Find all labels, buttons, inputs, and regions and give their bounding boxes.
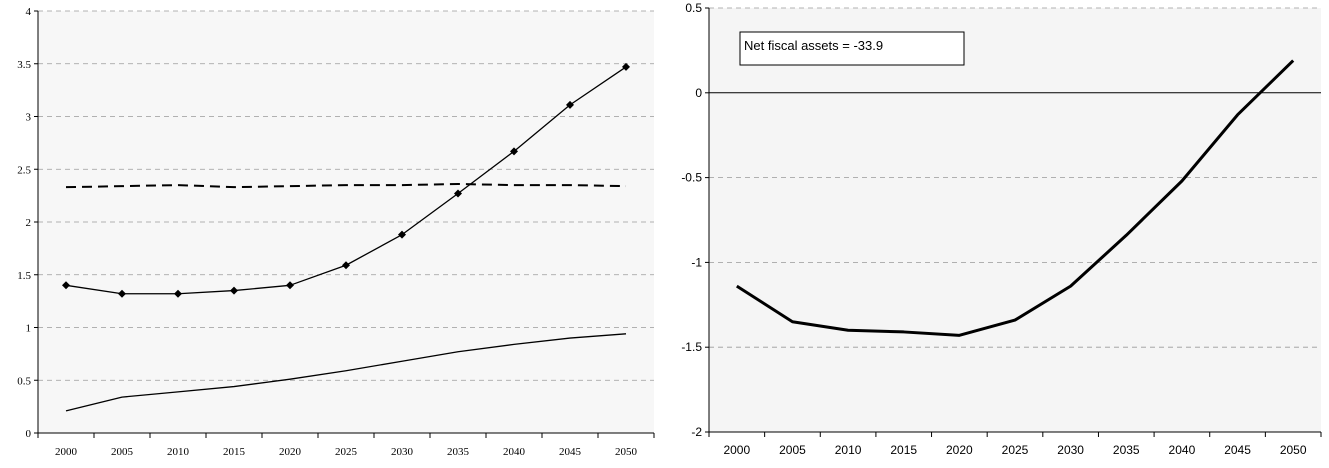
series-line-3 bbox=[65, 333, 627, 412]
x-tick-label: 2030 bbox=[1057, 443, 1084, 457]
data-point-marker bbox=[286, 281, 294, 290]
x-tick-label: 2030 bbox=[391, 446, 414, 458]
series-line-2 bbox=[65, 183, 627, 189]
y-tick-label: -2 bbox=[691, 425, 702, 439]
y-tick-label: -0.5 bbox=[681, 171, 702, 185]
x-tick-label: 2020 bbox=[946, 443, 973, 457]
data-point-marker bbox=[510, 147, 518, 156]
data-point-marker bbox=[118, 289, 126, 298]
data-point-marker bbox=[398, 230, 406, 239]
x-tick-label: 2050 bbox=[1280, 443, 1307, 457]
series-line-1 bbox=[736, 59, 1295, 337]
x-tick-label: 2050 bbox=[615, 446, 638, 458]
data-point-marker bbox=[230, 286, 238, 295]
x-tick-label: 2000 bbox=[723, 443, 750, 457]
y-tick-label: -1.5 bbox=[681, 340, 702, 354]
y-tick-label: 0.5 bbox=[17, 375, 31, 387]
x-tick-label: 2000 bbox=[55, 446, 78, 458]
x-tick-label: 2040 bbox=[1169, 443, 1196, 457]
y-tick-label: 2.5 bbox=[17, 164, 31, 176]
annotation-text: Net fiscal assets = -33.9 bbox=[744, 38, 883, 53]
x-tick-label: 2025 bbox=[1002, 443, 1029, 457]
x-tick-label: 2005 bbox=[111, 446, 134, 458]
plot-area bbox=[709, 8, 1321, 432]
y-tick-label: 0 bbox=[695, 86, 702, 100]
data-point-marker bbox=[342, 261, 350, 270]
y-tick-label: 0.5 bbox=[685, 1, 702, 15]
x-tick-label: 2015 bbox=[890, 443, 917, 457]
left-chart: 0 0.5 1 1.5 2 2.5 3 3.5 4 2000 2005 2010 2015 2020 202… bbox=[17, 6, 655, 458]
x-tick-label: 2020 bbox=[279, 446, 302, 458]
x-tick-label: 2035 bbox=[447, 446, 470, 458]
y-tick-label: 3.5 bbox=[17, 59, 31, 71]
y-tick-label: 4 bbox=[26, 6, 32, 18]
data-point-marker bbox=[622, 62, 630, 71]
right-chart: -2 -1.5 -1 -0.5 0 0.5 2000 2005 2010 2015 2020 2025… bbox=[681, 1, 1322, 457]
y-tick-label: -1 bbox=[691, 255, 702, 269]
y-tick-label: 2 bbox=[26, 217, 32, 229]
data-point-marker bbox=[174, 289, 182, 298]
x-tick-label: 2005 bbox=[779, 443, 806, 457]
annotation-box bbox=[739, 31, 965, 66]
data-point-marker bbox=[454, 189, 462, 198]
x-tick-label: 2040 bbox=[503, 446, 526, 458]
data-point-marker bbox=[566, 100, 574, 109]
y-tick-label: 1.5 bbox=[17, 270, 31, 282]
data-point-marker bbox=[62, 281, 70, 290]
x-tick-label: 2015 bbox=[223, 446, 246, 458]
x-tick-label: 2010 bbox=[835, 443, 862, 457]
x-tick-label: 2025 bbox=[335, 446, 358, 458]
x-tick-label: 2045 bbox=[559, 446, 582, 458]
x-tick-label: 2035 bbox=[1113, 443, 1140, 457]
x-tick-label: 2010 bbox=[167, 446, 190, 458]
y-tick-label: 1 bbox=[26, 323, 32, 335]
y-tick-label: 0 bbox=[26, 428, 32, 440]
y-tick-label: 3 bbox=[26, 112, 32, 124]
x-tick-label: 2045 bbox=[1224, 443, 1251, 457]
